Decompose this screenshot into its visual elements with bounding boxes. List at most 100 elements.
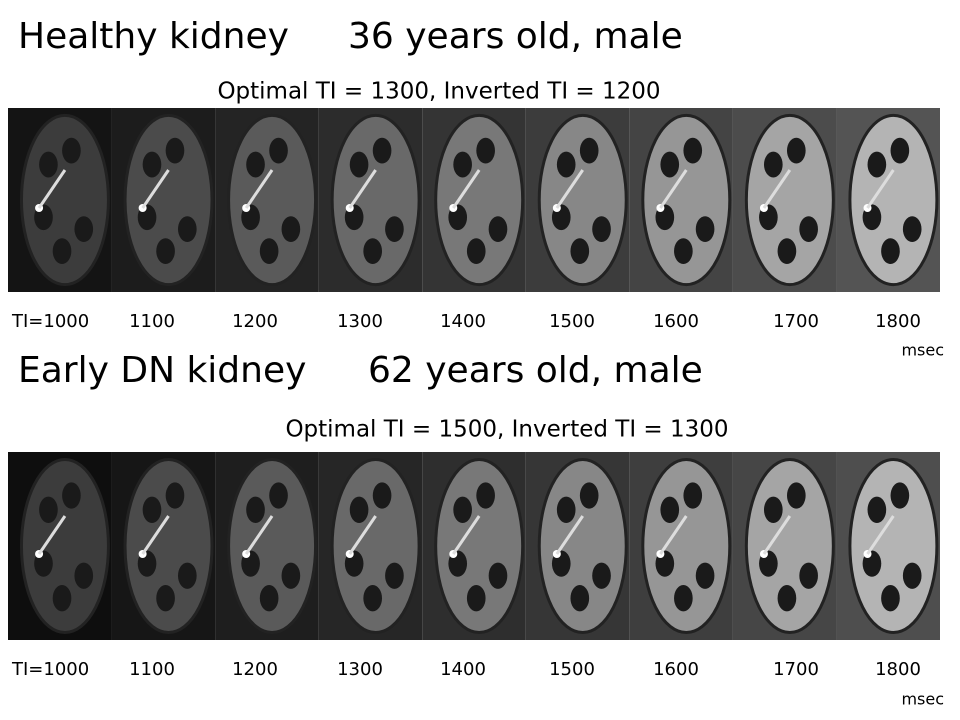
mri-image: [215, 452, 319, 640]
ti-label: 1400: [440, 659, 486, 680]
medulla: [453, 151, 472, 178]
medulla: [259, 585, 279, 612]
vessel-line: [37, 169, 67, 209]
medulla: [570, 238, 590, 264]
medulla: [39, 496, 58, 523]
vessel-line: [244, 169, 274, 209]
subtitle: Optimal TI = 1300, Inverted TI = 1200: [217, 79, 660, 105]
ti-label: 1300: [337, 311, 383, 332]
medulla: [488, 562, 508, 589]
medulla: [660, 496, 680, 523]
vessel-line: [348, 169, 377, 209]
vessel-line: [762, 515, 792, 555]
medulla: [763, 496, 783, 523]
medulla: [349, 496, 369, 523]
mri-image: [8, 108, 112, 292]
mri-image: [732, 452, 837, 640]
ti-label: 1700: [773, 311, 819, 332]
vessel-line: [866, 515, 895, 555]
medulla: [52, 238, 72, 264]
medulla: [881, 238, 900, 264]
medulla: [674, 585, 693, 612]
medulla: [52, 585, 72, 612]
ti-label: 1200: [232, 311, 278, 332]
vessel-line: [452, 169, 481, 209]
medulla: [488, 216, 508, 242]
medulla: [372, 482, 392, 509]
mri-image: [422, 108, 526, 292]
medulla: [763, 151, 783, 178]
unit-label: msec: [901, 341, 944, 360]
patient-info: 62 years old, male: [368, 350, 703, 391]
ti-label: 1600: [653, 659, 699, 680]
medulla: [385, 562, 404, 589]
medulla: [142, 151, 162, 178]
medulla: [363, 585, 383, 612]
medulla: [683, 137, 703, 164]
vessel-line: [555, 515, 584, 555]
patient-info: 36 years old, male: [348, 16, 683, 57]
medulla: [165, 482, 185, 509]
medulla: [269, 137, 288, 164]
medulla: [156, 238, 175, 264]
medulla: [476, 482, 495, 509]
ti-label: 1100: [129, 311, 175, 332]
mri-image: [525, 452, 630, 640]
medulla: [246, 151, 265, 178]
panel-title: Early DN kidney: [18, 350, 306, 391]
mri-image: [318, 452, 423, 640]
vessel-line: [37, 515, 67, 555]
medulla: [466, 585, 486, 612]
mri-image: [422, 452, 526, 640]
medulla: [674, 238, 693, 264]
medulla: [39, 151, 58, 178]
mri-image: [629, 108, 733, 292]
mri-image: [629, 452, 733, 640]
ti-label: 1300: [337, 659, 383, 680]
vessel-line: [762, 169, 792, 209]
subtitle: Optimal TI = 1500, Inverted TI = 1300: [285, 417, 728, 443]
vessel-line: [141, 515, 170, 555]
medulla: [881, 585, 900, 612]
mri-image: [111, 452, 216, 640]
medulla: [867, 151, 887, 178]
vessel-line: [348, 515, 377, 555]
ti-label: 1500: [549, 311, 595, 332]
medulla: [385, 216, 404, 242]
mri-image: [318, 108, 423, 292]
ti-label: 1800: [875, 659, 921, 680]
medulla: [372, 137, 392, 164]
ti-label: 1100: [129, 659, 175, 680]
mri-image: [836, 108, 940, 292]
vessel-line: [659, 515, 688, 555]
medulla: [786, 482, 806, 509]
medulla: [890, 482, 910, 509]
vessel-line: [244, 515, 274, 555]
medulla: [902, 562, 922, 589]
medulla: [281, 216, 301, 242]
medulla: [695, 562, 715, 589]
medulla: [579, 137, 599, 164]
medulla: [62, 482, 81, 509]
vessel-line: [659, 169, 688, 209]
medulla: [363, 238, 383, 264]
medulla: [349, 151, 369, 178]
vessel-line: [452, 515, 481, 555]
medulla: [142, 496, 162, 523]
medulla: [246, 496, 265, 523]
medulla: [62, 137, 81, 164]
ti-label: 1200: [232, 659, 278, 680]
medulla: [74, 216, 94, 242]
medulla: [156, 585, 175, 612]
medulla: [466, 238, 486, 264]
medulla: [695, 216, 715, 242]
ti-label: 1800: [875, 311, 921, 332]
medulla: [259, 238, 279, 264]
medulla: [177, 562, 197, 589]
medulla: [570, 585, 590, 612]
ti-label: 1500: [549, 659, 595, 680]
medulla: [579, 482, 599, 509]
vessel-line: [866, 169, 895, 209]
medulla: [777, 585, 797, 612]
